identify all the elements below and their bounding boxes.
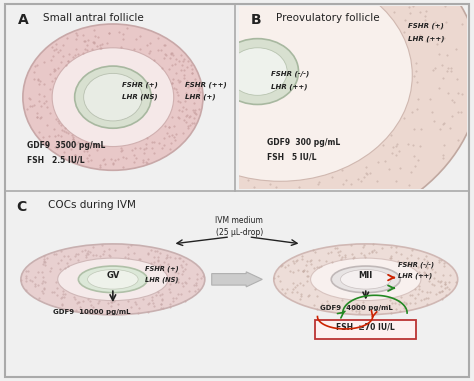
Text: LHR (NS): LHR (NS) xyxy=(145,276,178,283)
Circle shape xyxy=(148,0,412,181)
Ellipse shape xyxy=(58,258,168,301)
Text: LHR (+): LHR (+) xyxy=(185,94,216,101)
Ellipse shape xyxy=(52,48,173,147)
Text: GV: GV xyxy=(106,271,119,280)
FancyBboxPatch shape xyxy=(315,320,416,339)
Text: FSHR (+): FSHR (+) xyxy=(408,22,444,29)
Text: LHR (++): LHR (++) xyxy=(271,83,308,90)
Text: FSH   2.5 IU/L: FSH 2.5 IU/L xyxy=(27,156,85,165)
Text: GDF9  3500 pg/mL: GDF9 3500 pg/mL xyxy=(27,141,106,150)
Text: FSHR (++): FSHR (++) xyxy=(185,81,227,88)
Text: GDF9  300 pg/mL: GDF9 300 pg/mL xyxy=(267,138,340,147)
Text: C: C xyxy=(16,200,27,214)
Text: A: A xyxy=(18,13,29,27)
Text: LHR (++): LHR (++) xyxy=(408,35,444,42)
Ellipse shape xyxy=(310,258,421,301)
Text: FSH  ≥70 IU/L: FSH ≥70 IU/L xyxy=(337,323,395,332)
Ellipse shape xyxy=(274,244,458,315)
Text: MII: MII xyxy=(359,271,373,280)
Ellipse shape xyxy=(78,266,147,293)
Text: (25 μL-drop): (25 μL-drop) xyxy=(216,228,263,237)
Circle shape xyxy=(80,0,474,236)
Ellipse shape xyxy=(21,244,205,315)
Text: Small antral follicle: Small antral follicle xyxy=(43,13,144,23)
Text: GDF9  4000 pg/mL: GDF9 4000 pg/mL xyxy=(320,305,392,311)
Text: FSHR (-/-): FSHR (-/-) xyxy=(271,70,310,77)
Ellipse shape xyxy=(88,270,138,289)
Text: FSHR (+): FSHR (+) xyxy=(145,266,179,272)
Text: COCs during IVM: COCs during IVM xyxy=(48,200,137,210)
Text: Preovulatory follicle: Preovulatory follicle xyxy=(276,13,379,23)
Ellipse shape xyxy=(217,38,299,104)
Ellipse shape xyxy=(340,270,391,289)
Text: FSH   5 IU/L: FSH 5 IU/L xyxy=(267,152,316,161)
Ellipse shape xyxy=(83,74,142,121)
Ellipse shape xyxy=(23,24,203,170)
Ellipse shape xyxy=(74,66,151,128)
Ellipse shape xyxy=(228,48,287,95)
FancyArrow shape xyxy=(212,272,262,287)
Text: FSHR (+): FSHR (+) xyxy=(122,81,158,88)
Text: LHR (NS): LHR (NS) xyxy=(122,94,157,101)
Text: IVM medium: IVM medium xyxy=(215,216,263,225)
Ellipse shape xyxy=(331,266,400,293)
Text: FSHR (-/-): FSHR (-/-) xyxy=(398,262,434,269)
Text: LHR (++): LHR (++) xyxy=(398,272,432,279)
Text: B: B xyxy=(251,13,261,27)
Text: GDF9  10000 pg/mL: GDF9 10000 pg/mL xyxy=(53,309,131,315)
